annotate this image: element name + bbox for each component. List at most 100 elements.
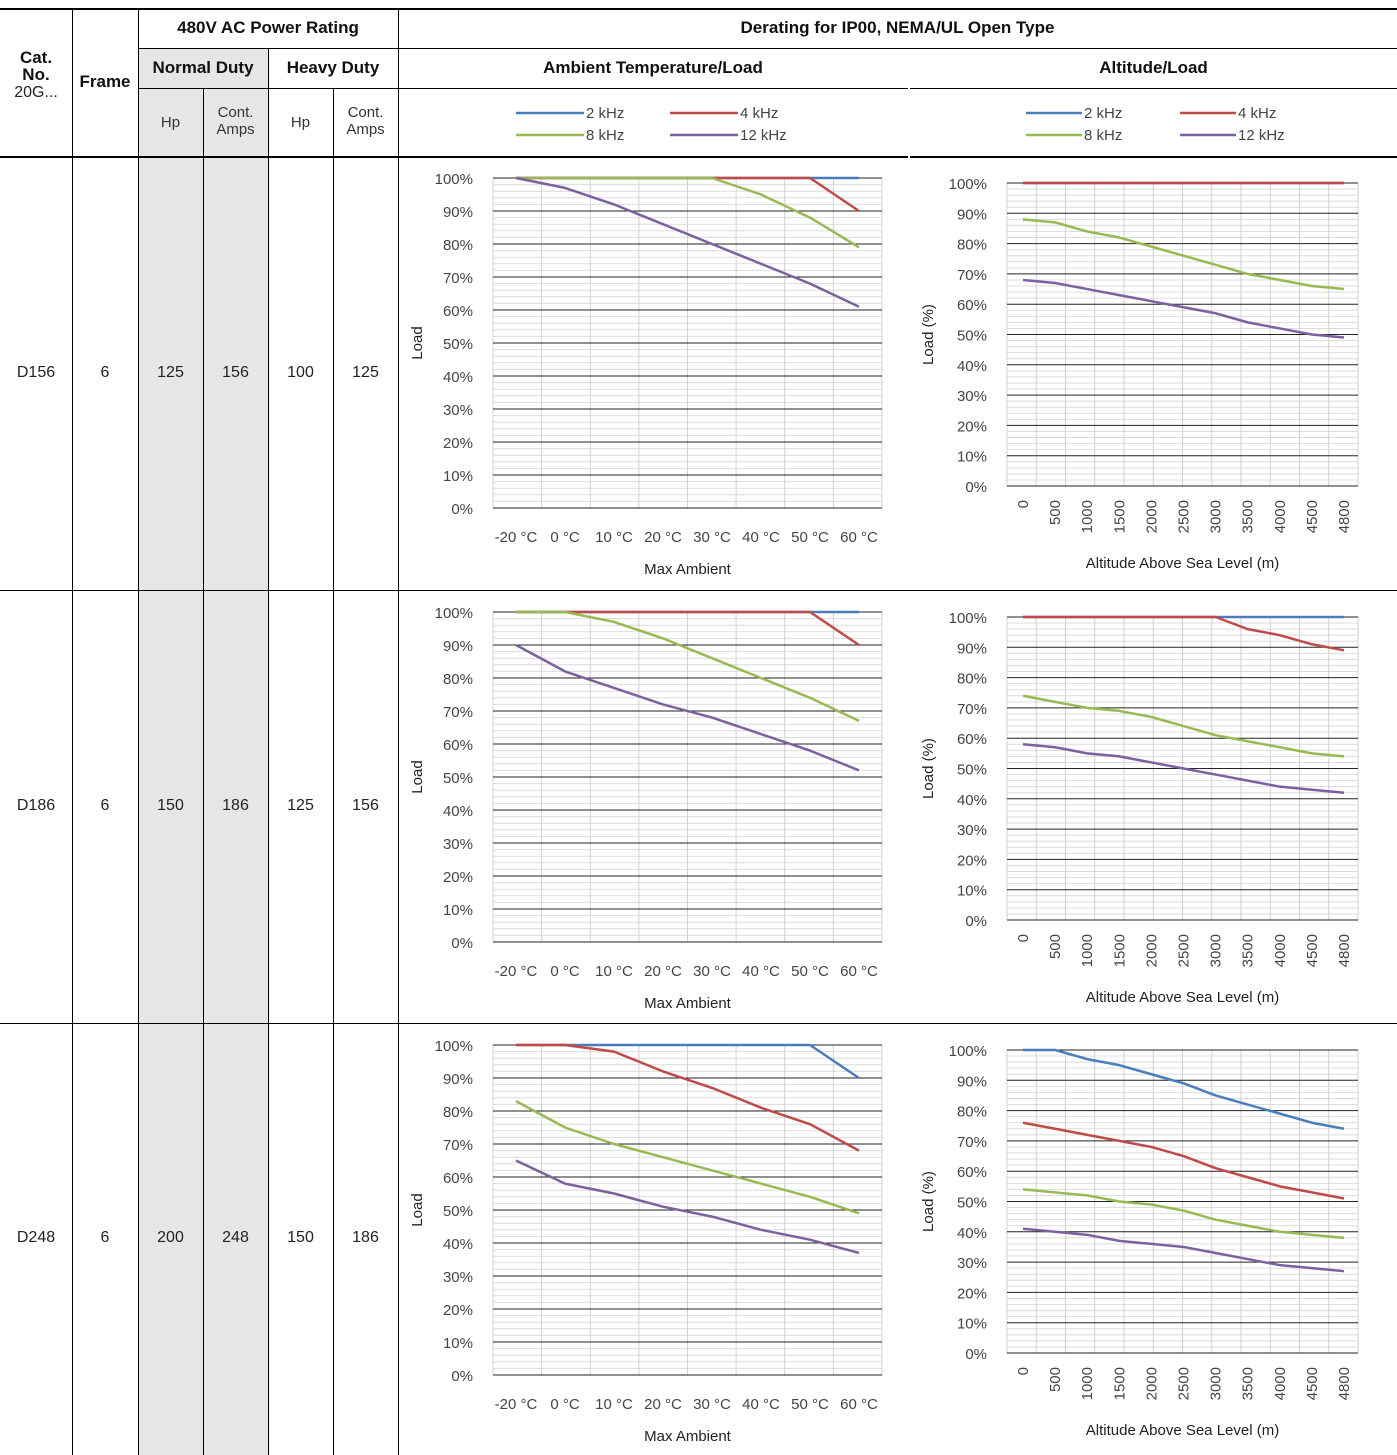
x-tick-label: 4500 xyxy=(1304,1367,1321,1400)
series-line xyxy=(1022,743,1345,794)
x-tick-label: 1500 xyxy=(1111,500,1128,533)
legend-altitude-2khz: 2 kHz xyxy=(1084,105,1122,122)
x-tick-label: 4800 xyxy=(1336,1367,1353,1400)
normal-duty-header: Normal Duty xyxy=(152,58,254,77)
frame-cell: 6 xyxy=(100,797,110,814)
y-tick-label: 60% xyxy=(443,303,473,320)
y-tick-label: 50% xyxy=(957,1195,987,1212)
x-tick-label: 0 °C xyxy=(550,529,580,546)
x-tick-label: 4000 xyxy=(1272,500,1289,533)
x-tick-label: 2500 xyxy=(1176,1367,1193,1400)
y-tick-label: 20% xyxy=(443,435,473,452)
y-tick-label: 0% xyxy=(965,1346,987,1363)
col-rule-hd xyxy=(268,48,269,1455)
y-tick-label: 20% xyxy=(957,418,987,435)
x-tick-label: 3000 xyxy=(1208,500,1225,533)
x-tick-label: 20 °C xyxy=(644,1396,682,1413)
x-tick-label: 0 °C xyxy=(550,963,580,980)
x-tick-label: 2500 xyxy=(1176,934,1193,967)
ambient-chart-d156: 0% 10% 20% 30% 40% 50% 60% 70% 80% 90% 100% -20 °C 0… xyxy=(409,171,883,578)
x-tick-label: 40 °C xyxy=(742,529,780,546)
heavy-duty-header: Heavy Duty xyxy=(286,58,380,77)
y-tick-label: 60% xyxy=(957,297,987,314)
legend-altitude-8khz: 8 kHz xyxy=(1084,127,1122,144)
x-tick-label: 30 °C xyxy=(693,963,731,980)
y-tick-label: 70% xyxy=(957,701,987,718)
x-tick-label: 0 xyxy=(1015,500,1032,508)
y-tick-label: 50% xyxy=(443,1203,473,1220)
x-tick-label: 30 °C xyxy=(693,529,731,546)
y-tick-label: 20% xyxy=(957,852,987,869)
series-line xyxy=(516,610,860,647)
x-tick-label: 40 °C xyxy=(742,1396,780,1413)
y-tick-label: 0% xyxy=(965,479,987,496)
x-tick-label: 4500 xyxy=(1304,500,1321,533)
hd-amps-cell: 186 xyxy=(352,1229,379,1246)
col-rule-frame xyxy=(138,8,139,1455)
x-axis-title: Altitude Above Sea Level (m) xyxy=(1086,555,1279,572)
series-line xyxy=(1022,278,1345,339)
y-tick-label: 90% xyxy=(443,638,473,655)
x-tick-label: -20 °C xyxy=(495,529,538,546)
y-tick-label: 100% xyxy=(949,1043,987,1060)
altitude-load-header: Altitude/Load xyxy=(1099,58,1208,77)
x-tick-label: 4000 xyxy=(1272,1367,1289,1400)
x-tick-label: 500 xyxy=(1047,500,1064,525)
hd-hp-cell: 150 xyxy=(287,1229,314,1246)
nd-amps-cell: 186 xyxy=(222,797,249,814)
x-tick-label: 3000 xyxy=(1208,934,1225,967)
rule-sub xyxy=(138,88,908,89)
y-tick-label: 100% xyxy=(435,605,473,622)
y-tick-label: 80% xyxy=(957,237,987,254)
y-tick-label: 20% xyxy=(957,1285,987,1302)
x-tick-label: 0 xyxy=(1015,1367,1032,1375)
y-tick-label: 0% xyxy=(451,501,473,518)
hd-hp-cell: 100 xyxy=(287,364,314,381)
x-tick-label: 2000 xyxy=(1143,500,1160,533)
x-tick-label: 30 °C xyxy=(693,1396,731,1413)
legend-ambient-8khz: 8 kHz xyxy=(586,127,624,144)
x-tick-label: 3000 xyxy=(1208,1367,1225,1400)
y-axis-title: Load (%) xyxy=(920,738,937,799)
y-tick-label: 60% xyxy=(957,1164,987,1181)
x-tick-label: -20 °C xyxy=(495,1396,538,1413)
series-line xyxy=(1023,615,1345,652)
x-tick-label: 0 xyxy=(1015,934,1032,942)
x-tick-label: 40 °C xyxy=(742,963,780,980)
y-tick-label: 70% xyxy=(443,704,473,721)
x-tick-label: 4000 xyxy=(1272,934,1289,967)
y-tick-label: 60% xyxy=(957,731,987,748)
series-line xyxy=(516,610,860,723)
series-line xyxy=(1022,218,1345,291)
x-tick-label: 60 °C xyxy=(840,1396,878,1413)
y-tick-label: 0% xyxy=(451,1368,473,1385)
y-tick-label: 90% xyxy=(957,1073,987,1090)
y-tick-label: 30% xyxy=(957,1255,987,1272)
y-tick-label: 100% xyxy=(949,610,987,627)
cat-no-header: Cat. No. xyxy=(19,48,53,84)
table-top-rule xyxy=(0,8,1397,10)
y-tick-label: 60% xyxy=(443,1170,473,1187)
y-axis-title: Load (%) xyxy=(920,1171,937,1232)
header-bottom-rule-right xyxy=(910,156,1397,158)
x-tick-label: 20 °C xyxy=(644,529,682,546)
legend-altitude-4khz: 4 kHz xyxy=(1238,105,1276,122)
legend-ambient-12khz: 12 kHz xyxy=(740,127,787,144)
nd-amps-cell: 156 xyxy=(222,364,249,381)
derating-header: Derating for IP00, NEMA/UL Open Type xyxy=(740,18,1055,37)
y-axis-title: Load xyxy=(409,1193,426,1226)
x-axis-title: Altitude Above Sea Level (m) xyxy=(1086,1422,1279,1439)
altitude-chart-d156: 0% 10% 20% 30% 40% 50% 60% 70% 80% 90% 100% 0 500 100… xyxy=(920,176,1359,572)
legend-ambient-4khz: 4 kHz xyxy=(740,105,778,122)
y-tick-label: 100% xyxy=(949,176,987,193)
x-tick-label: 500 xyxy=(1047,934,1064,959)
x-tick-label: 50 °C xyxy=(791,529,829,546)
y-tick-label: 90% xyxy=(957,640,987,657)
x-tick-label: 10 °C xyxy=(595,963,633,980)
series-line xyxy=(1022,1121,1345,1200)
col-rule-hd2 xyxy=(333,88,334,1455)
x-tick-label: 4800 xyxy=(1336,500,1353,533)
cat-no-cell: D186 xyxy=(16,797,56,814)
y-tick-label: 10% xyxy=(957,1316,987,1333)
series-line xyxy=(515,176,860,308)
